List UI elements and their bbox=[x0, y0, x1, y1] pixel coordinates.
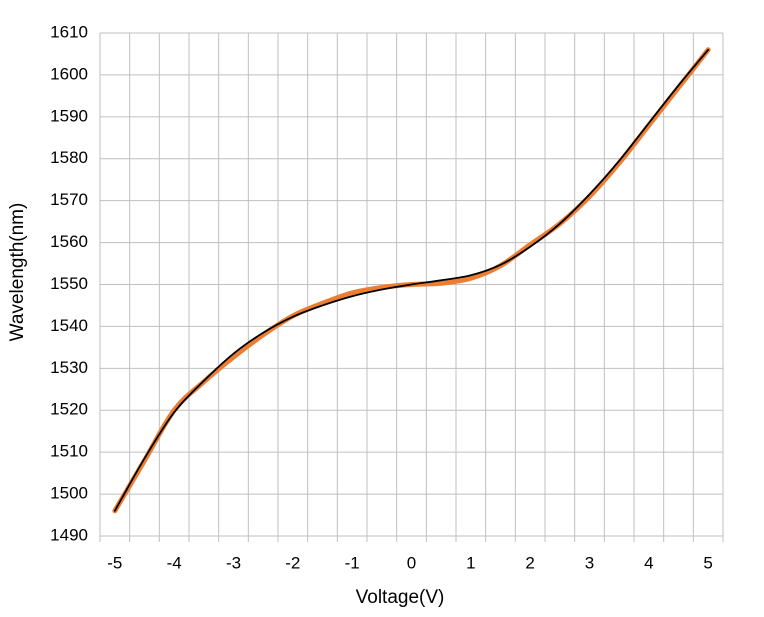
x-tick-label: 0 bbox=[407, 553, 416, 572]
x-tick-label: 3 bbox=[585, 553, 594, 572]
y-tick-label: 1600 bbox=[50, 64, 88, 83]
y-axis-title: Wavelength(nm) bbox=[7, 203, 28, 342]
x-tick-label: 1 bbox=[466, 553, 475, 572]
y-tick-label: 1530 bbox=[50, 358, 88, 377]
x-tick-label: -3 bbox=[226, 553, 241, 572]
y-tick-label: 1550 bbox=[50, 274, 88, 293]
x-axis-title: Voltage(V) bbox=[356, 587, 445, 608]
y-tick-label: 1570 bbox=[50, 190, 88, 209]
y-tick-label: 1590 bbox=[50, 106, 88, 125]
series-line bbox=[112, 47, 711, 514]
y-tick-label: 1510 bbox=[50, 442, 88, 461]
x-tick-label: 2 bbox=[525, 553, 534, 572]
x-tick-label: -4 bbox=[167, 553, 182, 572]
series-line bbox=[113, 48, 710, 512]
y-tick-label: 1540 bbox=[50, 316, 88, 335]
x-tick-label: -2 bbox=[285, 553, 300, 572]
y-tick-label: 1610 bbox=[50, 22, 88, 41]
y-tick-label: 1490 bbox=[50, 525, 88, 544]
y-tick-label: 1580 bbox=[50, 148, 88, 167]
x-tick-label: 5 bbox=[703, 553, 712, 572]
y-tick-label: 1500 bbox=[50, 484, 88, 503]
y-tick-label: 1560 bbox=[50, 232, 88, 251]
x-tick-label: 4 bbox=[644, 553, 653, 572]
x-tick-label: -1 bbox=[345, 553, 360, 572]
y-tick-label: 1520 bbox=[50, 400, 88, 419]
x-tick-label: -5 bbox=[107, 553, 122, 572]
